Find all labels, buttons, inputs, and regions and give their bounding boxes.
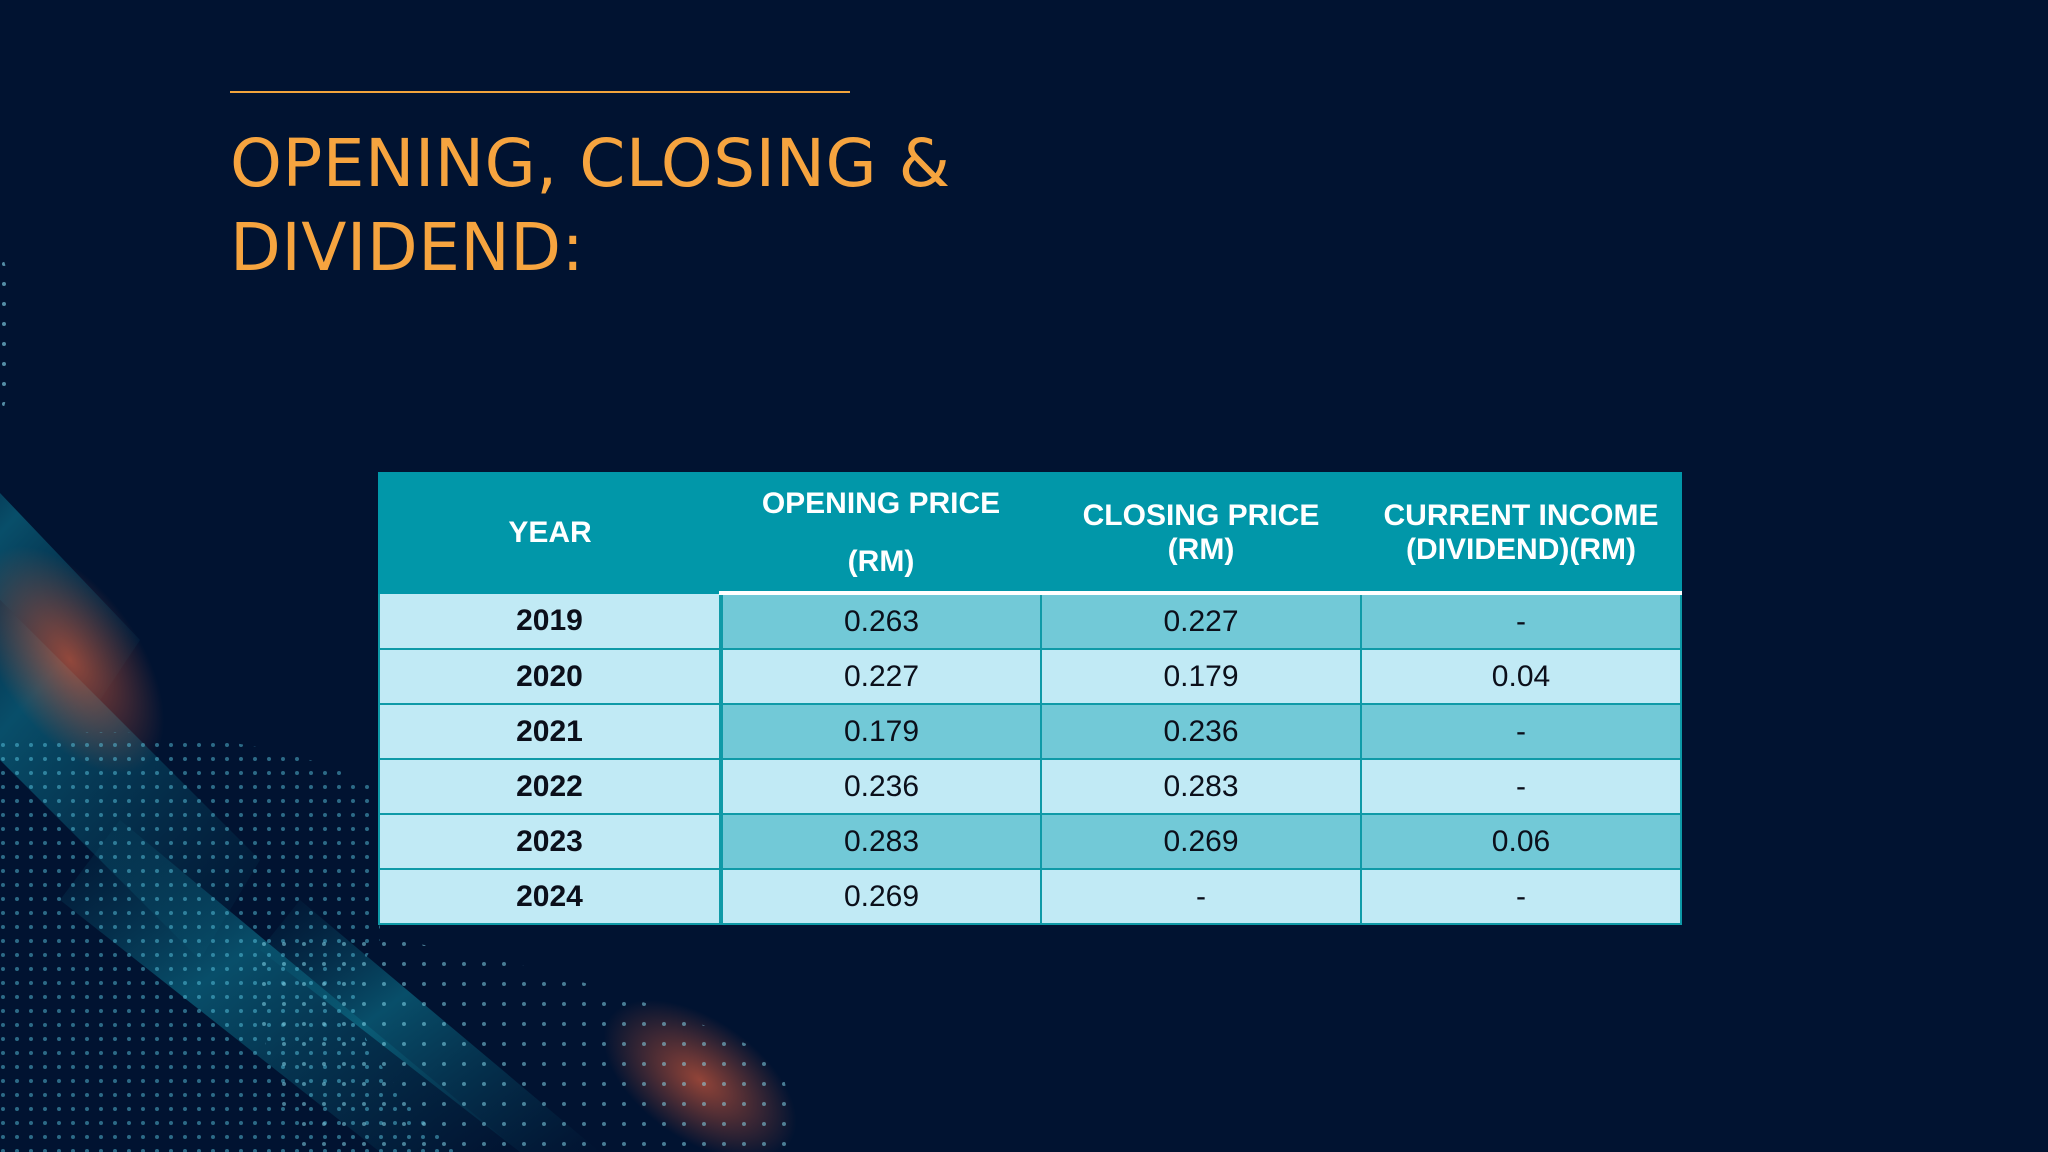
cell-closing-price: - — [1040, 868, 1362, 925]
header-closing-line-1: CLOSING PRICE — [1082, 498, 1320, 532]
cell-dividend: - — [1360, 703, 1682, 760]
table-row: 2021 0.179 0.236 - — [378, 703, 1682, 760]
title-line-2: DIVIDEND: — [230, 209, 585, 286]
title-rule — [230, 91, 850, 93]
cell-closing-price: 0.179 — [1040, 648, 1362, 705]
table-row: 2019 0.263 0.227 - — [378, 592, 1682, 650]
cell-dividend: 0.04 — [1360, 648, 1682, 705]
table-row: 2024 0.269 - - — [378, 868, 1682, 925]
header-opening-price: OPENING PRICE (RM) — [720, 472, 1042, 595]
cell-year: 2024 — [378, 868, 723, 925]
cell-year: 2022 — [378, 758, 723, 815]
header-closing-line-2: (RM) — [1167, 532, 1235, 566]
header-closing-price: CLOSING PRICE (RM) — [1040, 472, 1362, 595]
cell-dividend: - — [1360, 592, 1682, 650]
cell-dividend: 0.06 — [1360, 813, 1682, 870]
table-row: 2020 0.227 0.179 0.04 — [378, 648, 1682, 705]
header-opening-line-1: OPENING PRICE — [761, 486, 1001, 520]
table-header-row: YEAR OPENING PRICE (RM) CLOSING PRICE (R… — [378, 472, 1682, 595]
price-table: YEAR OPENING PRICE (RM) CLOSING PRICE (R… — [378, 472, 1682, 925]
cell-year: 2021 — [378, 703, 723, 760]
cell-opening-price: 0.236 — [720, 758, 1042, 815]
header-year: YEAR — [378, 472, 722, 594]
title-line-1: OPENING, CLOSING & — [230, 125, 951, 202]
header-current-income: CURRENT INCOME (DIVIDEND)(RM) — [1360, 472, 1682, 595]
cell-dividend: - — [1360, 758, 1682, 815]
page-title: OPENING, CLOSING & DIVIDEND: — [230, 122, 1130, 290]
cell-opening-price: 0.227 — [720, 648, 1042, 705]
cell-closing-price: 0.283 — [1040, 758, 1362, 815]
cell-opening-price: 0.263 — [720, 592, 1042, 650]
header-opening-line-2: (RM) — [847, 544, 915, 578]
table-row: 2022 0.236 0.283 - — [378, 758, 1682, 815]
cell-year: 2023 — [378, 813, 723, 870]
cell-year: 2020 — [378, 648, 723, 705]
cell-opening-price: 0.283 — [720, 813, 1042, 870]
table-row: 2023 0.283 0.269 0.06 — [378, 813, 1682, 870]
header-income-line-2: (DIVIDEND)(RM) — [1406, 532, 1636, 566]
header-income-line-1: CURRENT INCOME — [1383, 498, 1659, 532]
cell-closing-price: 0.269 — [1040, 813, 1362, 870]
cell-opening-price: 0.269 — [720, 868, 1042, 925]
cell-year: 2019 — [378, 592, 723, 650]
cell-opening-price: 0.179 — [720, 703, 1042, 760]
cell-dividend: - — [1360, 868, 1682, 925]
dot-particle-waves — [0, 250, 801, 1152]
cell-closing-price: 0.227 — [1040, 592, 1362, 650]
cell-closing-price: 0.236 — [1040, 703, 1362, 760]
